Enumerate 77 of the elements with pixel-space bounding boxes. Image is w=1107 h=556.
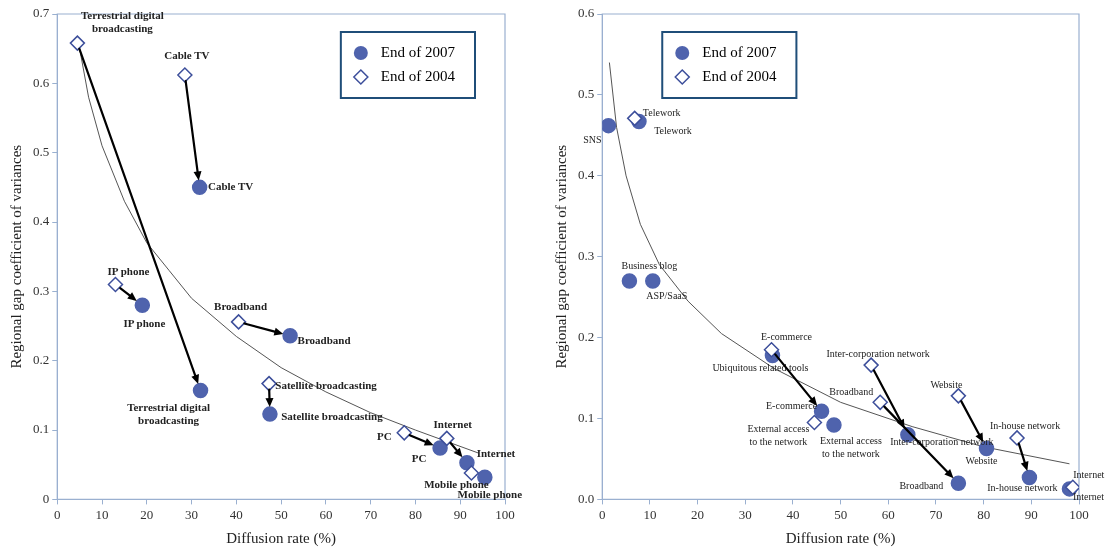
x-tick-label: 80 bbox=[408, 506, 422, 522]
annotation: Internet bbox=[433, 418, 473, 431]
annotation: Internet bbox=[476, 447, 516, 460]
y-tick-label: 0.3 bbox=[578, 248, 595, 264]
y-tick-label: 0.6 bbox=[33, 74, 50, 90]
annotation: Broadband bbox=[829, 385, 874, 397]
y-tick-label: 0.4 bbox=[578, 167, 595, 183]
x-tick-label: 50 bbox=[834, 506, 848, 522]
annotation: Website bbox=[930, 379, 963, 391]
x-tick-label: 80 bbox=[977, 506, 991, 522]
x-tick-label: 100 bbox=[1069, 506, 1089, 522]
y-tick-label: 0.2 bbox=[578, 329, 595, 345]
annotation: External access to the network bbox=[819, 435, 883, 460]
legend-label: End of 2007 bbox=[380, 43, 456, 60]
x-tick-label: 30 bbox=[185, 506, 199, 522]
legend-label: End of 2007 bbox=[702, 43, 777, 60]
y-tick-label: 0.0 bbox=[578, 490, 595, 506]
x-tick-label: 40 bbox=[786, 506, 800, 522]
x-tick-label: 20 bbox=[140, 506, 154, 522]
x-tick-label: 70 bbox=[364, 506, 378, 522]
x-tick-label: 10 bbox=[95, 506, 109, 522]
annotation: Telework bbox=[654, 125, 692, 137]
x-tick-label: 30 bbox=[738, 506, 752, 522]
annotation: IP phone bbox=[107, 265, 150, 278]
y-tick-label: 0.4 bbox=[33, 213, 50, 229]
x-tick-label: 70 bbox=[929, 506, 943, 522]
y-axis-title: Regional gap coefficient of variances bbox=[552, 144, 569, 369]
x-tick-label: 20 bbox=[691, 506, 705, 522]
x-tick-label: 60 bbox=[881, 506, 895, 522]
x-tick-label: 10 bbox=[643, 506, 657, 522]
annotation: External access to the network bbox=[747, 422, 810, 447]
annotation: In-house network bbox=[989, 419, 1061, 431]
x-tick-label: 60 bbox=[319, 506, 333, 522]
y-tick-label: 0 bbox=[42, 490, 50, 506]
y-tick-label: 0.5 bbox=[578, 86, 595, 102]
y-axis-title: Regional gap coefficient of variances bbox=[7, 144, 24, 369]
annotation: In-house network bbox=[987, 482, 1058, 494]
annotation: ASP/SaaS bbox=[646, 289, 688, 301]
annotation: Terrestrial digital broadcasting bbox=[127, 400, 210, 426]
x-axis-title: Diffusion rate (%) bbox=[785, 529, 896, 547]
y-tick-label: 0.3 bbox=[33, 282, 50, 298]
annotation: PC bbox=[376, 429, 392, 442]
y-tick-label: 0.1 bbox=[33, 421, 50, 437]
annotation: E-commerce bbox=[760, 331, 813, 343]
annotation: PC bbox=[411, 451, 427, 464]
annotation: IP phone bbox=[123, 317, 166, 330]
annotation: Broadband bbox=[899, 479, 944, 491]
annotation: Inter-corporation network bbox=[826, 347, 930, 359]
x-axis-title: Diffusion rate (%) bbox=[226, 529, 336, 547]
y-tick-label: 0.1 bbox=[578, 409, 595, 425]
annotation: Cable TV bbox=[207, 180, 254, 193]
annotation: Terrestrial digital broadcasting bbox=[81, 9, 164, 35]
y-tick-label: 0.7 bbox=[33, 5, 50, 21]
x-tick-label: 0 bbox=[54, 506, 61, 522]
y-tick-label: 0.6 bbox=[578, 5, 595, 21]
x-tick-label: 90 bbox=[1024, 506, 1038, 522]
annotation: Website bbox=[965, 455, 999, 467]
y-tick-label: 0.2 bbox=[33, 352, 50, 368]
annotation: Internet bbox=[1073, 468, 1105, 480]
annotation: Satellite broadcasting bbox=[275, 379, 378, 392]
annotation: Telework bbox=[642, 106, 681, 118]
x-tick-label: 100 bbox=[495, 506, 515, 522]
annotation: Satellite broadcasting bbox=[281, 409, 384, 422]
legend-label: End of 2004 bbox=[380, 67, 456, 84]
annotation: Mobile phone bbox=[424, 477, 489, 490]
annotation: Business blog bbox=[621, 259, 678, 271]
annotation: SNS bbox=[583, 134, 602, 146]
x-tick-label: 90 bbox=[453, 506, 467, 522]
annotation: Broadband bbox=[214, 299, 268, 312]
legend-label: End of 2004 bbox=[702, 67, 777, 84]
x-tick-label: 0 bbox=[599, 506, 606, 522]
x-tick-label: 40 bbox=[229, 506, 243, 522]
y-tick-label: 0.5 bbox=[33, 144, 50, 160]
annotation: Broadband bbox=[297, 333, 351, 346]
x-tick-label: 50 bbox=[274, 506, 288, 522]
annotation: Internet bbox=[1072, 490, 1105, 502]
annotation: Cable TV bbox=[164, 48, 210, 61]
